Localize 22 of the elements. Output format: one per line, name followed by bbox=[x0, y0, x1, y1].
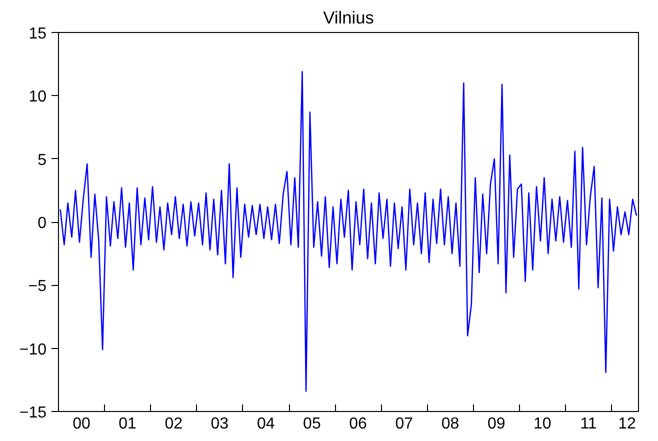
x-tick-label: 11 bbox=[580, 416, 597, 432]
chart-title: Vilnius bbox=[323, 8, 374, 28]
x-tick-label: 10 bbox=[534, 416, 552, 432]
x-tick-label: 06 bbox=[349, 416, 368, 432]
x-tick-label: 07 bbox=[395, 416, 414, 432]
x-tick-label: 01 bbox=[118, 416, 137, 432]
x-tick-label: 00 bbox=[72, 416, 90, 432]
x-tick-label: 04 bbox=[256, 416, 275, 432]
y-tick-label: 15 bbox=[28, 26, 47, 42]
x-tick-label: 12 bbox=[618, 416, 636, 432]
y-tick-label: −5 bbox=[28, 278, 47, 296]
x-tick-label: 02 bbox=[164, 416, 183, 432]
y-tick-label: −10 bbox=[19, 341, 47, 358]
x-tick-label: 03 bbox=[210, 416, 229, 432]
y-tick-label: 10 bbox=[28, 88, 47, 106]
x-tick-label: 05 bbox=[303, 416, 321, 432]
x-tick-label: 09 bbox=[487, 416, 506, 432]
y-tick-label: 5 bbox=[38, 152, 47, 169]
x-tick-label: 08 bbox=[441, 416, 460, 432]
y-tick-label: −15 bbox=[19, 404, 47, 422]
y-tick-label: 0 bbox=[38, 215, 47, 232]
line-series bbox=[60, 71, 638, 392]
